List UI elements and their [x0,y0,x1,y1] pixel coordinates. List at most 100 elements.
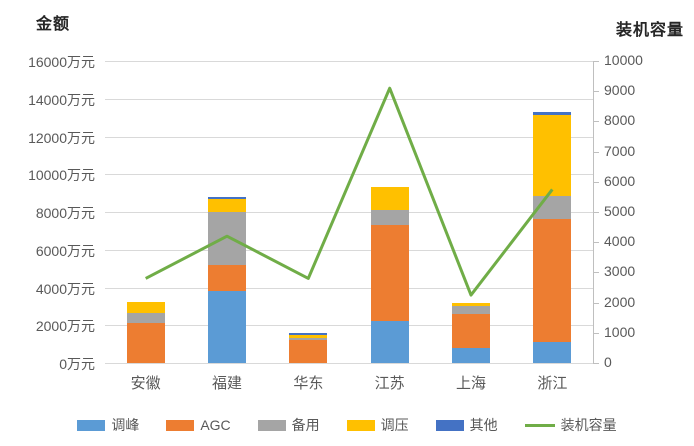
y-axis-right-label: 8000 [604,112,636,128]
legend-swatch [346,419,375,431]
y-axis-left-label: 12000万元 [28,130,95,146]
y-axis-left-label: 16000万元 [28,54,95,70]
bar-stack [208,196,246,363]
y-axis-right-label: 6000 [604,173,636,189]
y-axis-left-label: 2000万元 [35,318,95,334]
bar-segment [208,198,246,212]
right-axis-tick [593,91,599,92]
gridline [105,363,593,364]
plot-area [105,61,593,364]
bar-stack [371,187,409,363]
bar-segment [371,187,409,211]
bar-segment [371,321,409,363]
bar-segment [208,291,246,363]
y-axis-right-label: 4000 [604,233,636,249]
bar-segment [371,225,409,322]
right-axis-tick [593,333,599,334]
x-axis-label: 上海 [455,375,487,392]
gridline [105,137,593,138]
bar-stack [452,302,490,363]
bar-segment [289,338,327,341]
right-axis-title: 装机容量 [615,22,684,39]
left-axis-title: 金额 [36,16,71,33]
legend-label: 装机容量 [560,417,617,433]
legend-item: 备用 [257,415,320,435]
legend-label: 其他 [469,417,498,433]
y-axis-left-label: 14000万元 [28,92,95,108]
bar-segment [533,114,571,196]
legend-label: AGC [200,417,231,433]
bar-segment [289,334,327,339]
legend-item: 装机容量 [524,415,617,435]
legend-label: 备用 [291,417,320,433]
y-axis-left-label: 4000万元 [35,281,95,297]
x-axis-label: 浙江 [537,375,568,392]
y-axis-left-label: 6000万元 [35,243,95,259]
x-axis-label: 江苏 [374,375,405,392]
bar-stack [127,301,165,363]
right-axis-tick [593,182,599,183]
bar-segment [127,301,165,313]
bar-segment [533,342,571,363]
gridline [105,61,593,62]
legend-swatch [166,419,195,431]
right-axis-tick [593,61,599,62]
legend-swatch [77,419,106,431]
bar-segment [452,313,490,348]
bar-segment [127,323,165,363]
y-axis-left-label: 0万元 [59,356,95,372]
legend-label: 调峰 [111,417,140,433]
bar-segment [452,306,490,314]
x-axis-label: 安徽 [130,375,161,392]
legend: 调峰 AGC 备用 调压 其他 装机容量 [0,415,694,435]
y-axis-right-label: 2000 [604,294,636,310]
right-axis-tick [593,363,599,364]
y-axis-right-label: 0 [604,354,612,370]
right-axis-tick [593,303,599,304]
bar-segment [452,302,490,307]
legend-swatch [435,419,464,431]
bar-segment [208,196,246,199]
capacity-line-layer [145,86,554,297]
bar-stack [289,332,327,363]
bar-segment [289,340,327,363]
right-axis-tick [593,242,599,243]
legend-label: 调压 [380,417,409,433]
legend-swatch [257,419,286,431]
y-axis-left-label: 8000万元 [35,205,95,221]
legend-item: 其他 [435,415,498,435]
right-axis-tick [593,152,599,153]
right-axis-tick [593,212,599,213]
gridline [105,250,593,251]
bar-segment [208,264,246,292]
bar-segment [533,111,571,115]
y-axis-right-label: 1000 [604,324,636,340]
y-axis-right-label: 9000 [604,82,636,98]
gridline [105,99,593,100]
legend-item: 调峰 [77,415,139,435]
legend-line-swatch [524,423,555,427]
y-axis-right-label: 7000 [604,143,636,159]
y-axis-right-label: 10000 [604,52,643,68]
bar-segment [289,332,327,335]
bar-segment [371,210,409,226]
legend-item: AGC [166,417,231,433]
capacity-line [145,86,554,297]
bar-segment [208,212,246,265]
right-axis-tick [593,272,599,273]
gridline [105,288,593,289]
legend-item: 调压 [346,415,409,435]
gridline [105,325,593,326]
y-axis-right-label: 3000 [604,263,636,279]
bar-segment [533,218,571,343]
gridline [105,174,593,175]
gridline [105,212,593,213]
bar-segment [127,313,165,324]
bar-segment [452,347,490,363]
right-axis-tick [593,121,599,122]
bar-stack [533,111,571,363]
x-axis-label: 华东 [293,375,324,392]
x-axis-label: 福建 [211,375,243,392]
y-axis-right-label: 5000 [604,203,636,219]
